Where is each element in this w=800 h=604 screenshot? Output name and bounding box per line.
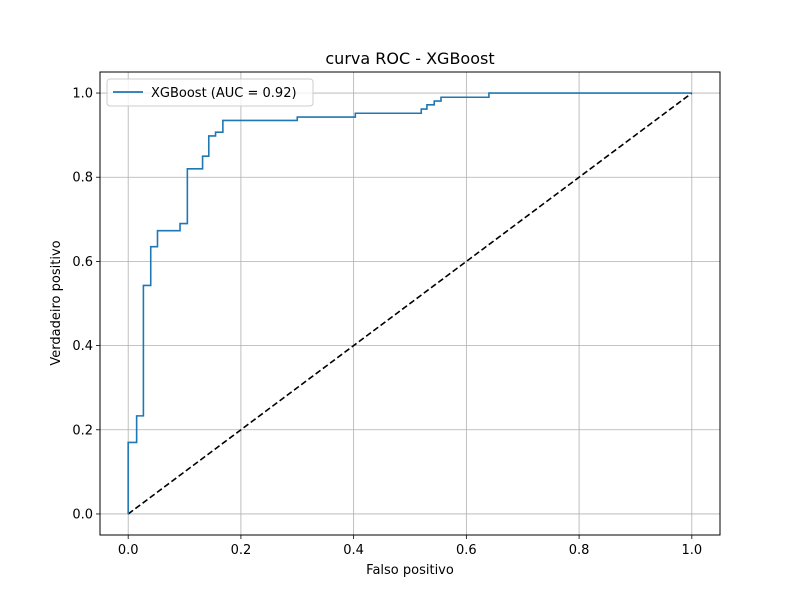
y-tick-label: 0.6: [72, 255, 93, 270]
x-tick-label: 0.8: [569, 543, 590, 558]
x-tick-label: 0.6: [456, 543, 477, 558]
legend-box: [106, 78, 314, 107]
roc-curve-line: [127, 92, 692, 514]
y-tick-label: 0.4: [72, 339, 93, 354]
x-tick-label: 0.4: [343, 543, 364, 558]
x-tick-label: 0.0: [118, 543, 139, 558]
grid: [100, 72, 720, 535]
series-group: [127, 92, 693, 515]
axis-ticks: 0.0 0.2 0.4 0.6 0.8 1.0 0.0 0.2 0.4 0.6 0.8 1.0: [72, 87, 702, 558]
legend-label-xgboost: XGBoost (AUC = 0.92): [151, 86, 297, 101]
chart-title: curva ROC - XGBoost: [325, 49, 494, 68]
x-tick-label: 1.0: [681, 543, 702, 558]
x-axis-label: Falso positivo: [366, 563, 454, 578]
plot-frame: [99, 71, 721, 536]
y-tick-label: 0.8: [72, 171, 93, 186]
y-axis-label: Verdadeiro positivo: [49, 240, 64, 365]
x-tick-label: 0.2: [231, 543, 252, 558]
y-tick-label: 1.0: [72, 87, 93, 102]
legend: XGBoost (AUC = 0.92): [106, 78, 314, 107]
chance-diagonal-line: [127, 92, 693, 515]
y-tick-label: 0.2: [72, 423, 93, 438]
y-tick-label: 0.0: [72, 507, 93, 522]
